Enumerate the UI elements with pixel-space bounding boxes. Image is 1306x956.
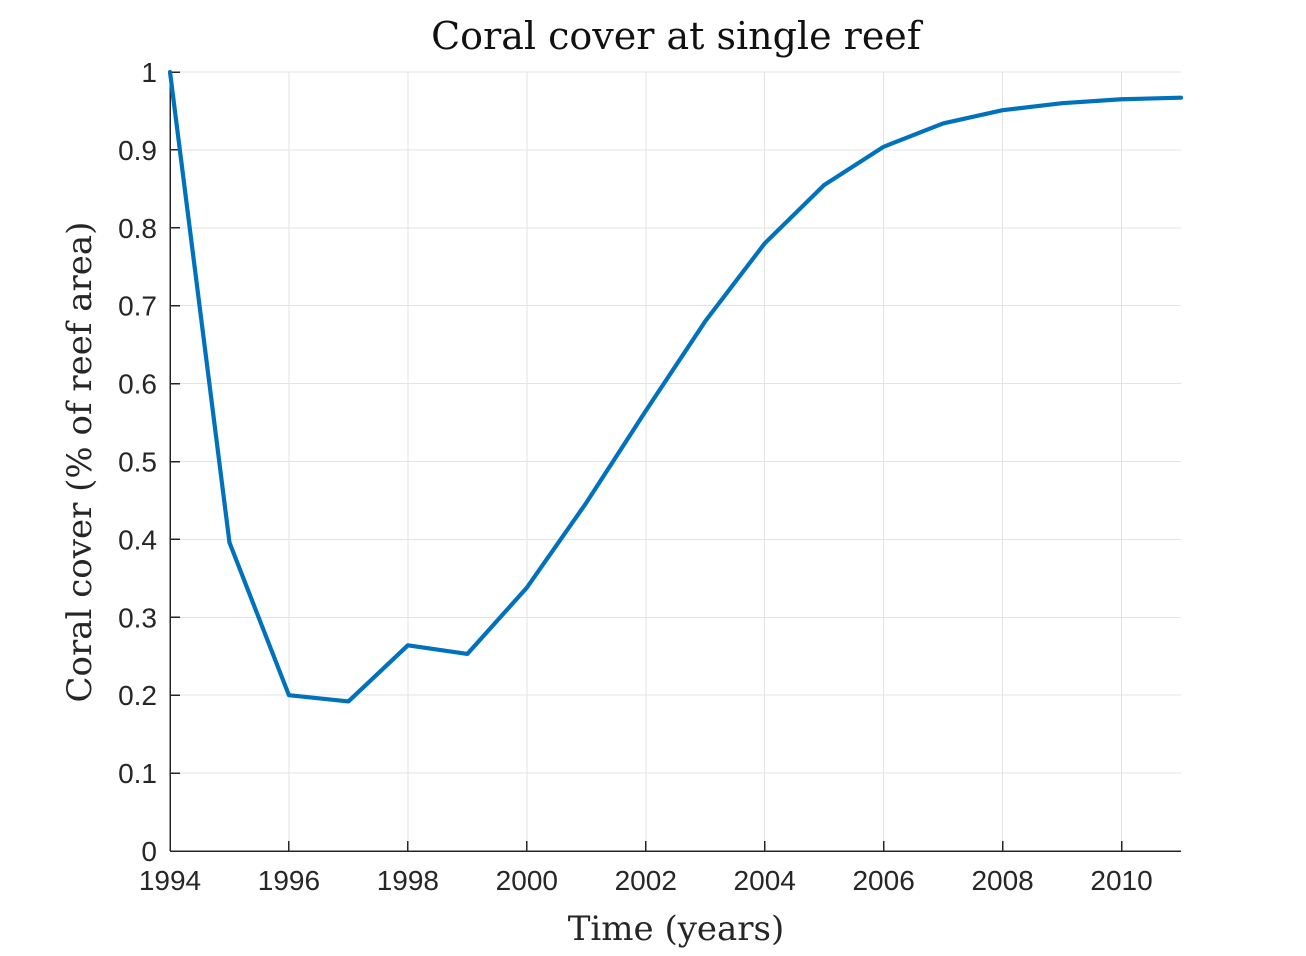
chart-title: Coral cover at single reef [431, 14, 924, 58]
y-axis-label: Coral cover (% of reef area) [60, 222, 100, 703]
x-axis-label: Time (years) [568, 909, 785, 949]
x-tick-label-4: 2002 [615, 865, 677, 896]
y-tick-label-0: 0 [141, 836, 157, 867]
y-tick-label-3: 0.3 [118, 602, 157, 633]
y-tick-label-8: 0.8 [118, 213, 157, 244]
x-tick-label-3: 2000 [496, 865, 558, 896]
x-tick-label-6: 2006 [852, 865, 914, 896]
x-tick-label-1: 1996 [258, 865, 320, 896]
y-tick-label-10: 1 [141, 57, 157, 88]
series-line-0 [167, 69, 1184, 704]
axes [169, 71, 1181, 852]
y-tick-label-6: 0.6 [118, 369, 157, 400]
y-tick-label-4: 0.4 [118, 524, 157, 555]
y-tick-label-1: 0.1 [118, 758, 157, 789]
y-tick-label-7: 0.7 [118, 291, 157, 322]
y-tick-label-5: 0.5 [118, 447, 157, 478]
x-tick-label-0: 1994 [139, 865, 201, 896]
x-tick-label-5: 2004 [734, 865, 796, 896]
x-tick-label-7: 2008 [971, 865, 1033, 896]
tick-labels: 1994 1996 1998 2000 2002 2004 2006 2008 2010 0 0.1… [118, 57, 1153, 896]
x-tick-label-2: 1998 [377, 865, 439, 896]
grid-lines [169, 71, 1181, 852]
series-layer [167, 69, 1184, 704]
x-tick-label-8: 2010 [1090, 865, 1152, 896]
y-tick-label-9: 0.9 [118, 135, 157, 166]
y-tick-label-2: 0.2 [118, 680, 157, 711]
